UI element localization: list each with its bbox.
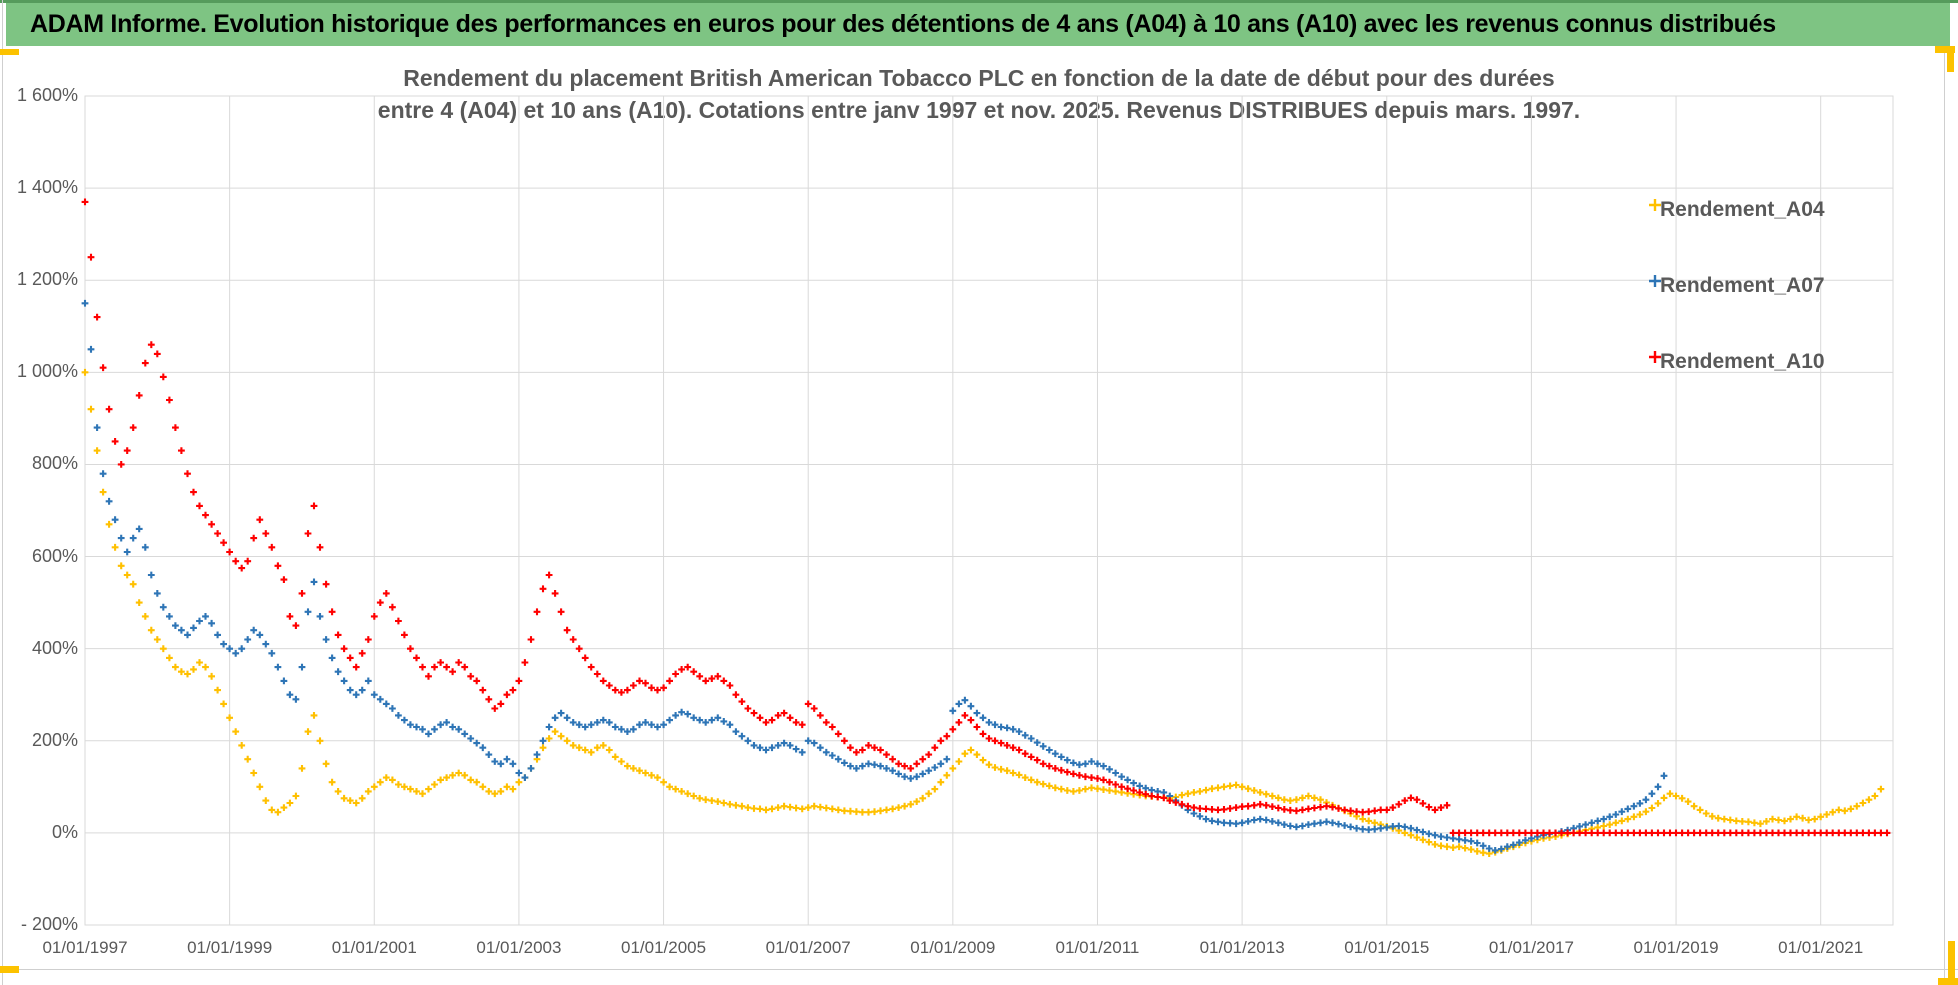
x-tick-label: 01/01/2011 bbox=[1055, 938, 1140, 957]
x-tick-label: 01/01/2007 bbox=[765, 938, 851, 957]
x-tick-label: 01/01/2005 bbox=[621, 938, 707, 957]
chart-right-border bbox=[1944, 46, 1945, 985]
selection-handle-bottom-right-h[interactable] bbox=[1938, 978, 1958, 985]
selection-handle-top-right-h[interactable] bbox=[1935, 46, 1955, 53]
chart-title-line1: Rendement du placement British American … bbox=[403, 65, 1555, 91]
y-tick-label: 200% bbox=[31, 729, 78, 750]
selection-handle-top-left[interactable] bbox=[0, 49, 19, 55]
series-Rendement_A04[interactable] bbox=[81, 368, 1885, 857]
selection-handle-top-right-v[interactable] bbox=[1947, 46, 1954, 72]
x-tick-label: 01/01/1999 bbox=[187, 938, 273, 957]
y-tick-label: - 200% bbox=[20, 914, 78, 934]
legend-label: Rendement_A07 bbox=[1660, 274, 1825, 297]
y-tick-label: 400% bbox=[31, 637, 78, 658]
x-tick-label: 01/01/2015 bbox=[1344, 938, 1430, 957]
x-tick-label: 01/01/2021 bbox=[1778, 938, 1864, 957]
x-tick-label: 01/01/2003 bbox=[476, 938, 562, 957]
x-tick-label: 01/01/2017 bbox=[1488, 938, 1574, 957]
series-Rendement_A10[interactable] bbox=[81, 198, 1891, 837]
plus-marker-icon bbox=[1649, 351, 1661, 363]
x-tick-label: 01/01/2009 bbox=[910, 938, 996, 957]
page-title: ADAM Informe. Evolution historique des p… bbox=[30, 10, 1776, 38]
legend-item-Rendement_A04[interactable]: Rendement_A04 bbox=[1648, 198, 1825, 222]
sheet-bottom-border bbox=[0, 969, 1958, 970]
x-tick-label: 01/01/2013 bbox=[1199, 938, 1285, 957]
selection-handle-bottom-left[interactable] bbox=[0, 966, 19, 973]
y-tick-label: 800% bbox=[31, 453, 78, 474]
header-bar: ADAM Informe. Evolution historique des p… bbox=[6, 3, 1950, 46]
legend-label: Rendement_A04 bbox=[1660, 198, 1825, 221]
y-tick-label: 600% bbox=[31, 545, 78, 566]
y-tick-label: 1 600% bbox=[16, 85, 78, 105]
chart-title-line2: entre 4 (A04) et 10 ans (A10). Cotations… bbox=[377, 97, 1581, 123]
plus-marker-icon bbox=[1649, 275, 1661, 287]
plus-marker-icon bbox=[1649, 199, 1661, 211]
y-tick-label: 1 200% bbox=[16, 269, 78, 290]
legend-label: Rendement_A10 bbox=[1660, 350, 1825, 373]
x-tick-label: 01/01/2019 bbox=[1633, 938, 1719, 957]
y-tick-label: 0% bbox=[51, 821, 78, 842]
x-tick-label: 01/01/1997 bbox=[42, 938, 128, 957]
legend-item-Rendement_A07[interactable]: Rendement_A07 bbox=[1648, 274, 1825, 298]
series-Rendement_A07[interactable] bbox=[81, 299, 1668, 854]
y-tick-label: 1 400% bbox=[16, 177, 78, 198]
gridlines bbox=[84, 95, 1894, 926]
y-tick-label: 1 000% bbox=[16, 361, 78, 382]
x-tick-label: 01/01/2001 bbox=[331, 938, 417, 957]
window-top-border bbox=[0, 0, 1958, 3]
sheet-left-border bbox=[2, 0, 3, 985]
legend-item-Rendement_A10[interactable]: Rendement_A10 bbox=[1648, 350, 1825, 374]
selection-handle-right-bottom-v[interactable] bbox=[1948, 941, 1955, 985]
chart-title[interactable]: Rendement du placement British American … bbox=[0, 62, 1958, 126]
